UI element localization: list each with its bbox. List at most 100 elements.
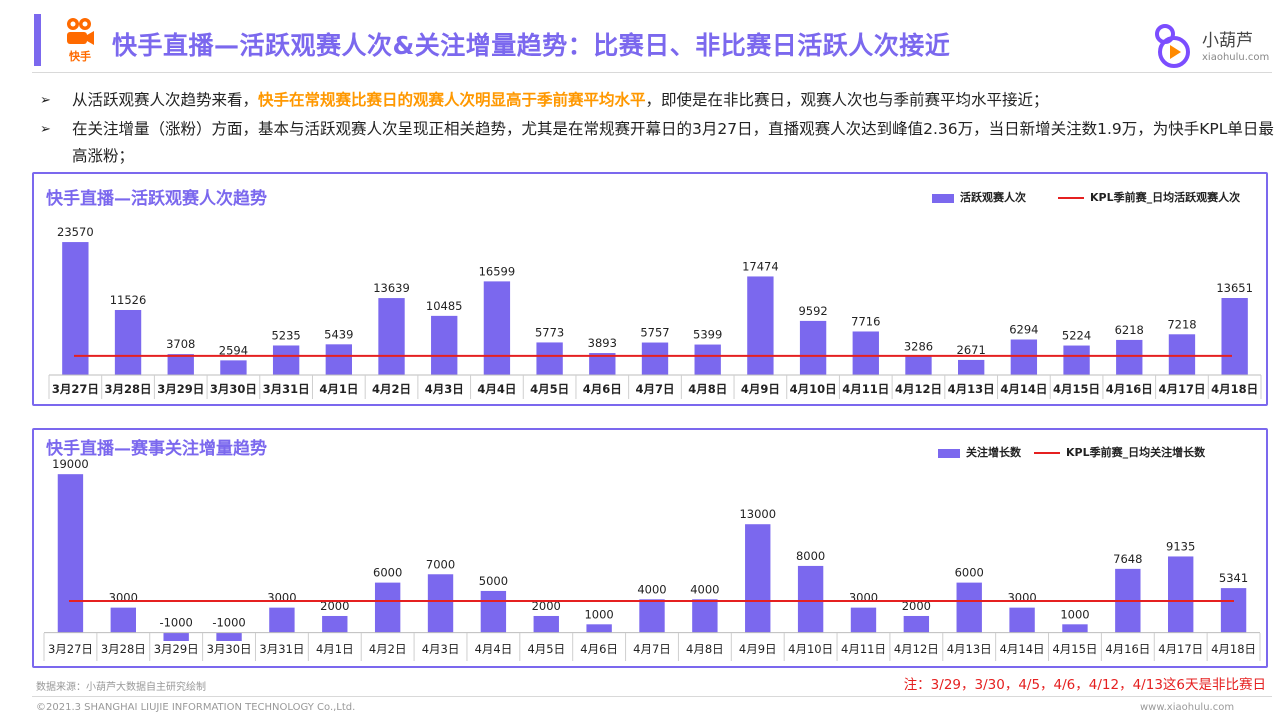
tick-label: 3月29日	[157, 382, 204, 396]
legend-line-label: KPL季前赛_日均活跃观赛人次	[1090, 191, 1241, 204]
footnote: 注：3/29，3/30，4/5，4/6，4/12，4/13这6天是非比赛日	[903, 677, 1266, 693]
data-label: 16599	[479, 264, 516, 278]
tick-label: 4月4日	[475, 642, 513, 656]
data-label: 3000	[1007, 591, 1036, 605]
tick-label: 4月5日	[527, 642, 565, 656]
data-label: 6000	[373, 566, 402, 580]
bar	[272, 345, 300, 375]
legend-line-swatch	[1058, 197, 1084, 199]
kuaishou-logo-text: 快手	[69, 50, 91, 63]
legend-line-swatch	[1034, 452, 1060, 454]
bar	[269, 607, 295, 633]
tick-label: 4月6日	[583, 382, 622, 396]
bar	[536, 342, 563, 375]
tick-label: 4月1日	[319, 382, 358, 396]
xiaohulu-logo-icon	[1155, 24, 1190, 68]
bar	[480, 590, 507, 633]
kuaishou-logo: 快手	[60, 16, 100, 64]
viewers-chart-legend-line: KPL季前赛_日均活跃观赛人次	[1058, 189, 1240, 205]
follows-chart-legend-bar: 关注增长数	[938, 444, 1021, 460]
bar	[374, 582, 401, 633]
tick-label: 4月16日	[1105, 642, 1150, 656]
tick-label: 3月28日	[105, 382, 152, 396]
footer-divider	[32, 696, 1272, 697]
bar	[167, 354, 194, 375]
data-label: 2671	[957, 343, 986, 357]
legend-line-label: KPL季前赛_日均关注增长数	[1066, 446, 1206, 459]
bar	[1168, 556, 1194, 633]
tick-label: 4月1日	[316, 642, 354, 656]
bullet-1-text-end: ，即使是在非比赛日，观赛人次也与季前赛平均水平接近；	[645, 91, 1049, 109]
bar	[431, 315, 458, 375]
bullet-arrow-icon: ➢	[40, 122, 51, 137]
data-label: 8000	[796, 549, 825, 563]
bullet-1-text-start: 从活跃观赛人次趋势来看，	[72, 91, 259, 109]
tick-label: 4月5日	[530, 382, 569, 396]
tick-label: 4月15日	[1052, 642, 1097, 656]
tick-label: 4月7日	[633, 642, 671, 656]
tick-label: 4月3日	[425, 382, 464, 396]
bar	[220, 360, 247, 375]
bar	[797, 565, 824, 633]
bar	[1063, 345, 1090, 375]
page-title: 快手直播—活跃观赛人次&关注增量趋势：比赛日、非比赛日活跃人次接近	[112, 31, 951, 60]
tick-label: 4月8日	[688, 382, 727, 396]
bar	[589, 353, 616, 375]
data-label: 3000	[267, 591, 296, 605]
bar	[586, 624, 612, 633]
tick-label: 4月9日	[739, 642, 777, 656]
data-label: 1000	[584, 607, 613, 621]
bar	[956, 582, 982, 633]
data-label: 6294	[1009, 323, 1038, 337]
xiaohulu-logo: 小葫芦 xiaohulu.com	[1150, 22, 1270, 70]
bullet-2-text: 在关注增量（涨粉）方面，基本与活跃观赛人次呈现正相关趋势，尤其是在常规赛开幕日的…	[72, 120, 1274, 165]
tick-label: 3月29日	[154, 642, 199, 656]
bar	[641, 342, 669, 375]
tick-label: 4月4日	[477, 382, 516, 396]
tick-label: 4月6日	[580, 642, 618, 656]
tick-label: 3月30日	[207, 642, 252, 656]
data-label: 13651	[1216, 281, 1253, 295]
bar	[57, 474, 84, 633]
bullet-arrow-icon: ➢	[40, 93, 51, 108]
data-label: 7000	[426, 557, 455, 571]
bar	[1221, 298, 1248, 375]
data-label: 2000	[902, 599, 931, 613]
tick-label: 4月9日	[741, 382, 780, 396]
data-source: 数据来源：小葫芦大数据自主研究绘制	[36, 682, 206, 693]
data-label: 4000	[690, 582, 719, 596]
tick-label: 4月2日	[372, 382, 411, 396]
viewers-chart: 23570 11526 3708 2594 5235 5439 13639 10485 1659…	[32, 172, 1268, 406]
tick-label: 4月18日	[1211, 382, 1258, 396]
data-label: 9592	[798, 304, 827, 318]
tick-label: 3月31日	[259, 642, 304, 656]
tick-label: 4月13日	[947, 642, 992, 656]
bar	[692, 599, 718, 633]
bullet-1-highlight: 快手在常规赛比赛日的观赛人次明显高于季前赛平均水平	[258, 91, 646, 109]
tick-label: 4月14日	[1000, 642, 1045, 656]
data-label: 5773	[535, 325, 564, 339]
data-label: 3708	[166, 337, 195, 351]
data-label: 3286	[904, 339, 933, 353]
bar	[114, 309, 142, 375]
data-label: 1000	[1060, 607, 1089, 621]
data-label: 3893	[588, 336, 617, 350]
tick-label: 4月2日	[369, 642, 407, 656]
legend-bar-label: 活跃观赛人次	[960, 191, 1026, 204]
bar	[1116, 339, 1143, 375]
viewers-chart-canvas: 23570 11526 3708 2594 5235 5439 13639 10485 1659…	[48, 225, 1262, 399]
tick-label: 4月17日	[1158, 642, 1203, 656]
tick-label: 4月15日	[1053, 382, 1100, 396]
viewers-chart-title: 快手直播—活跃观赛人次趋势	[46, 189, 267, 209]
title-accent-bar	[34, 14, 41, 66]
bar	[694, 344, 721, 375]
data-label: 7716	[851, 314, 880, 328]
data-label: 13000	[739, 507, 776, 521]
bar	[1062, 624, 1088, 633]
bar	[1168, 334, 1196, 375]
data-label: 3000	[849, 591, 878, 605]
tick-label: 4月13日	[948, 382, 995, 396]
data-label: 7218	[1167, 317, 1196, 331]
bar	[322, 615, 348, 633]
bar	[852, 331, 879, 375]
